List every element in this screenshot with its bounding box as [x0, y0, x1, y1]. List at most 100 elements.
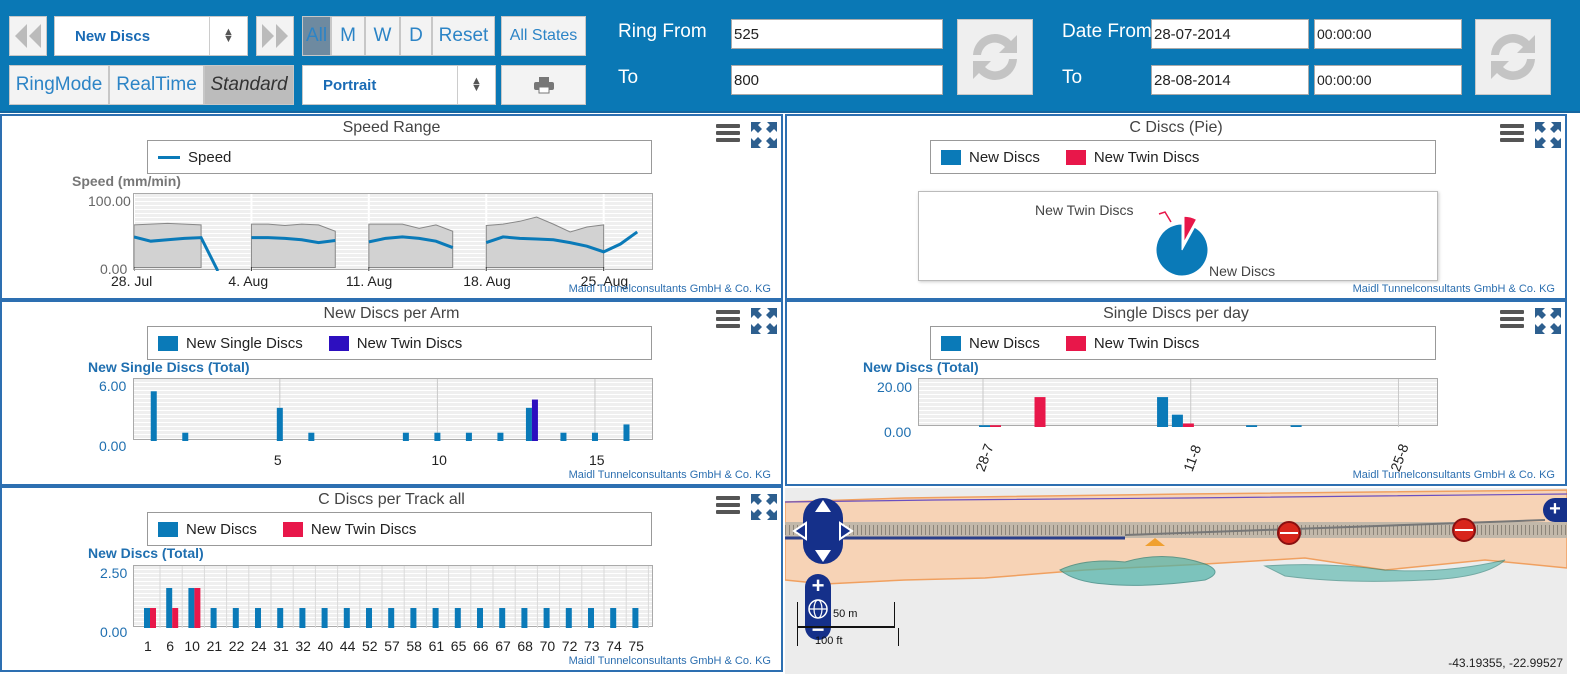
- map-canvas: [785, 489, 1567, 586]
- credit-text: Maidl Tunnelconsultants GmbH & Co. KG: [1352, 469, 1555, 481]
- bar-new-discs: [277, 608, 284, 628]
- period-month-button[interactable]: M: [331, 16, 365, 56]
- printer-icon: [533, 77, 554, 94]
- bar-new-discs: [366, 608, 372, 628]
- pie-slice-new-twin-discs: [1183, 215, 1198, 243]
- speed-range-band: [485, 216, 605, 268]
- legend-item-new-twin-discs[interactable]: New Twin Discs: [1065, 149, 1199, 166]
- menu-icon[interactable]: [716, 310, 740, 330]
- fullscreen-icon[interactable]: [751, 122, 777, 148]
- period-day-button[interactable]: D: [400, 16, 432, 56]
- date-refresh-button[interactable]: [1475, 19, 1551, 95]
- chart-legend: New Discs New Twin Discs: [147, 512, 652, 546]
- x-tick-label: 1: [144, 638, 152, 654]
- bar-new-discs: [144, 608, 150, 628]
- bar-new-discs: [610, 608, 617, 628]
- bar-new-twin-discs: [1034, 397, 1046, 427]
- scale-bar: [797, 602, 895, 628]
- orientation-select[interactable]: Portrait ▲ ▼: [302, 65, 496, 105]
- menu-icon[interactable]: [716, 124, 740, 144]
- time-to-input[interactable]: 00:00:00: [1314, 65, 1462, 95]
- bar-new-discs: [1157, 397, 1169, 427]
- zoom-out-button[interactable]: −: [811, 617, 825, 642]
- disc-type-select[interactable]: New Discs ▲ ▼: [54, 16, 248, 56]
- legend-item-new-discs[interactable]: New Discs: [158, 521, 257, 538]
- fullscreen-icon[interactable]: [1535, 122, 1561, 148]
- tunnel-map[interactable]: + − 50 m 100 ft + -43.19355, -22.99527: [785, 488, 1567, 674]
- bar-new-discs: [454, 608, 461, 628]
- legend-item-new-twin-discs[interactable]: New Twin Discs: [282, 521, 416, 538]
- date-to-input[interactable]: 28-08-2014: [1151, 65, 1309, 95]
- fullscreen-icon[interactable]: [751, 494, 777, 520]
- ring-to-input[interactable]: 800: [731, 65, 943, 95]
- bar-new-discs: [1246, 425, 1258, 427]
- legend-item-speed[interactable]: Speed: [158, 149, 231, 166]
- last-page-button[interactable]: [256, 16, 294, 56]
- x-tick-label: 52: [362, 638, 378, 654]
- speed-series-line: [134, 235, 220, 271]
- x-tick-label: 18. Aug: [463, 273, 511, 289]
- date-from-input[interactable]: 28-07-2014: [1151, 19, 1309, 49]
- bar-single-discs: [276, 407, 283, 441]
- bar-new-twin-discs: [194, 588, 201, 628]
- chart-legend: New Discs New Twin Discs: [930, 326, 1436, 360]
- ring-from-input[interactable]: 525: [731, 19, 943, 49]
- y-tick-min: 0.00: [100, 624, 128, 640]
- pie-chart: [1155, 211, 1209, 277]
- bar-new-discs: [255, 608, 261, 628]
- bar-new-twin-discs: [990, 425, 1001, 427]
- x-tick-label: 10: [184, 638, 200, 654]
- ring-refresh-button[interactable]: [957, 19, 1033, 95]
- all-states-button[interactable]: All States: [501, 16, 586, 56]
- legend-swatch: [941, 335, 961, 351]
- zoom-in-button[interactable]: +: [811, 573, 825, 598]
- bar-new-discs: [232, 608, 239, 628]
- bar-twin-discs: [531, 399, 538, 441]
- legend-swatch: [1065, 335, 1086, 351]
- y-axis-title: Speed (mm/min): [72, 173, 181, 189]
- x-tick-label: 40: [317, 638, 334, 654]
- x-tick-label: 57: [384, 638, 400, 654]
- ring-mode-button[interactable]: RingMode: [9, 65, 109, 105]
- speed-chart: [134, 194, 639, 271]
- print-button[interactable]: [501, 65, 586, 105]
- time-from-input[interactable]: 00:00:00: [1314, 19, 1462, 49]
- legend-item-twin[interactable]: New Twin Discs: [328, 335, 462, 352]
- arm-plot-area: [133, 378, 653, 441]
- standard-button[interactable]: Standard: [204, 65, 294, 105]
- bar-new-discs: [166, 588, 173, 628]
- menu-icon[interactable]: [1500, 124, 1524, 144]
- x-tick-label: 10: [431, 452, 447, 468]
- layers-button[interactable]: +: [1543, 498, 1567, 522]
- date-to-label: To: [1062, 67, 1083, 88]
- legend-item-new-twin-discs[interactable]: New Twin Discs: [1065, 335, 1199, 352]
- legend-swatch: [282, 521, 303, 537]
- period-week-button[interactable]: W: [365, 16, 400, 56]
- credit-text: Maidl Tunnelconsultants GmbH & Co. KG: [568, 283, 771, 295]
- x-tick-label: 22: [228, 638, 245, 654]
- x-tick-label: 15: [588, 452, 605, 468]
- legend-item-new-discs[interactable]: New Discs: [941, 149, 1040, 166]
- menu-icon[interactable]: [716, 496, 740, 516]
- scale-feet: 100 ft: [815, 635, 843, 647]
- fullscreen-icon[interactable]: [1535, 308, 1561, 334]
- bar-single-discs: [623, 424, 630, 441]
- panel-title: New Discs per Arm: [323, 305, 460, 322]
- globe-icon[interactable]: [807, 598, 829, 620]
- x-tick-label: 31: [273, 638, 289, 654]
- credit-text: Maidl Tunnelconsultants GmbH & Co. KG: [1352, 283, 1555, 295]
- legend-item-single[interactable]: New Single Discs: [158, 335, 303, 352]
- fullscreen-icon[interactable]: [751, 308, 777, 334]
- water-body-2: [1263, 559, 1506, 582]
- menu-icon[interactable]: [1500, 310, 1524, 330]
- first-page-button[interactable]: [9, 16, 47, 56]
- speed-series-line: [485, 230, 639, 254]
- real-time-button[interactable]: RealTime: [109, 65, 204, 105]
- reset-button[interactable]: Reset: [432, 16, 495, 56]
- bar-single-discs: [150, 391, 157, 441]
- speed-series-line: [368, 235, 454, 249]
- legend-item-new-discs[interactable]: New Discs: [941, 335, 1040, 352]
- x-tick-label: 58: [406, 638, 422, 654]
- bar-single-discs: [465, 432, 472, 441]
- period-all-button[interactable]: All: [302, 16, 331, 56]
